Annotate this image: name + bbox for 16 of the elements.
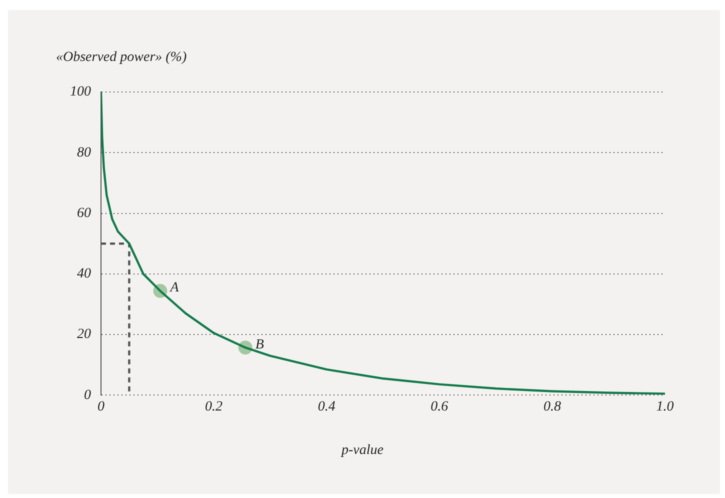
x-tick-label: 0 — [98, 399, 104, 414]
y-tick-label: 0 — [84, 388, 91, 403]
y-axis-title: «Observed power» (%) — [56, 50, 187, 66]
x-tick-label: 0.4 — [318, 399, 336, 414]
annotation: A — [169, 280, 180, 296]
x-tick-label: 0.2 — [205, 399, 223, 414]
y-tick-label: 80 — [77, 145, 91, 160]
x-tick-label: 0.6 — [430, 399, 448, 414]
y-tick-label: 20 — [77, 327, 91, 342]
x-tick-label: 1.0 — [656, 399, 674, 414]
x-axis-title: p-value — [340, 443, 384, 459]
x-tick-label: 0.8 — [543, 399, 561, 414]
annotation: B — [255, 337, 264, 352]
y-tick-label: 100 — [70, 84, 91, 100]
y-tick-label: 60 — [77, 206, 91, 221]
y-tick-label: 40 — [77, 266, 91, 282]
